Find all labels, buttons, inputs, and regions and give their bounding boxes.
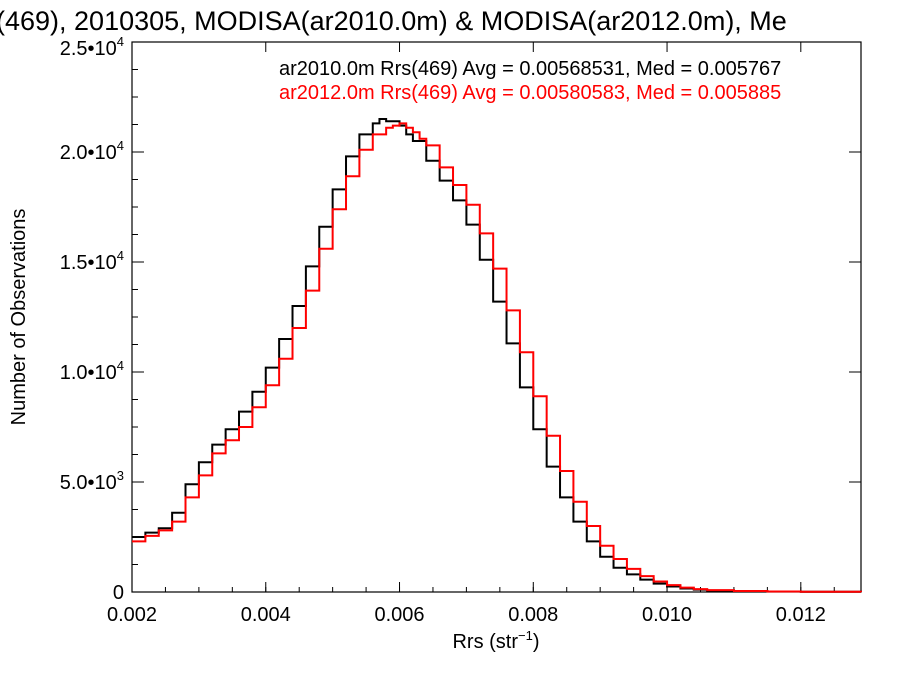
x-axis-label-text: Rrs (str xyxy=(452,631,518,653)
y-tick-label: 1.5•104 xyxy=(60,248,124,274)
x-tick-label: 0.002 xyxy=(107,604,157,626)
plot-frame xyxy=(131,41,862,593)
legend-entry-0: ar2010.0m Rrs(469) Avg = 0.00568531, Med… xyxy=(279,58,781,80)
series-line-0 xyxy=(132,118,862,593)
y-tick-label: 1.0•104 xyxy=(60,358,124,384)
y-axis-label: Number of Observations xyxy=(8,209,30,426)
legend: ar2010.0m Rrs(469) Avg = 0.00568531, Med… xyxy=(279,58,781,104)
y-tick-label: 5.0•103 xyxy=(60,468,124,494)
x-tick-label: 0.006 xyxy=(374,604,424,626)
x-tick-label: 0.004 xyxy=(241,604,291,626)
y-tick-label: 0 xyxy=(113,582,124,604)
series-line-1 xyxy=(132,122,862,593)
chart-title: (469), 2010305, MODISA(ar2010.0m) & MODI… xyxy=(0,6,787,36)
x-tick-label: 0.012 xyxy=(776,604,826,626)
x-axis-label-sup: −1 xyxy=(518,628,533,643)
x-axis-label-end: ) xyxy=(533,631,540,653)
axis-ticks: 0.002 0.004 0.006 0.008 0.010 0.012 0 5.0•103 1.… xyxy=(60,34,861,626)
y-tick-label: 2.5•104 xyxy=(60,34,124,60)
x-tick-label: 0.010 xyxy=(642,604,692,626)
y-tick-label: 2.0•104 xyxy=(60,138,124,164)
x-axis-label: Rrs (str−1) xyxy=(452,628,539,653)
series-layer xyxy=(132,118,862,593)
x-tick-label: 0.008 xyxy=(508,604,558,626)
legend-entry-1: ar2012.0m Rrs(469) Avg = 0.00580583, Med… xyxy=(279,82,781,104)
